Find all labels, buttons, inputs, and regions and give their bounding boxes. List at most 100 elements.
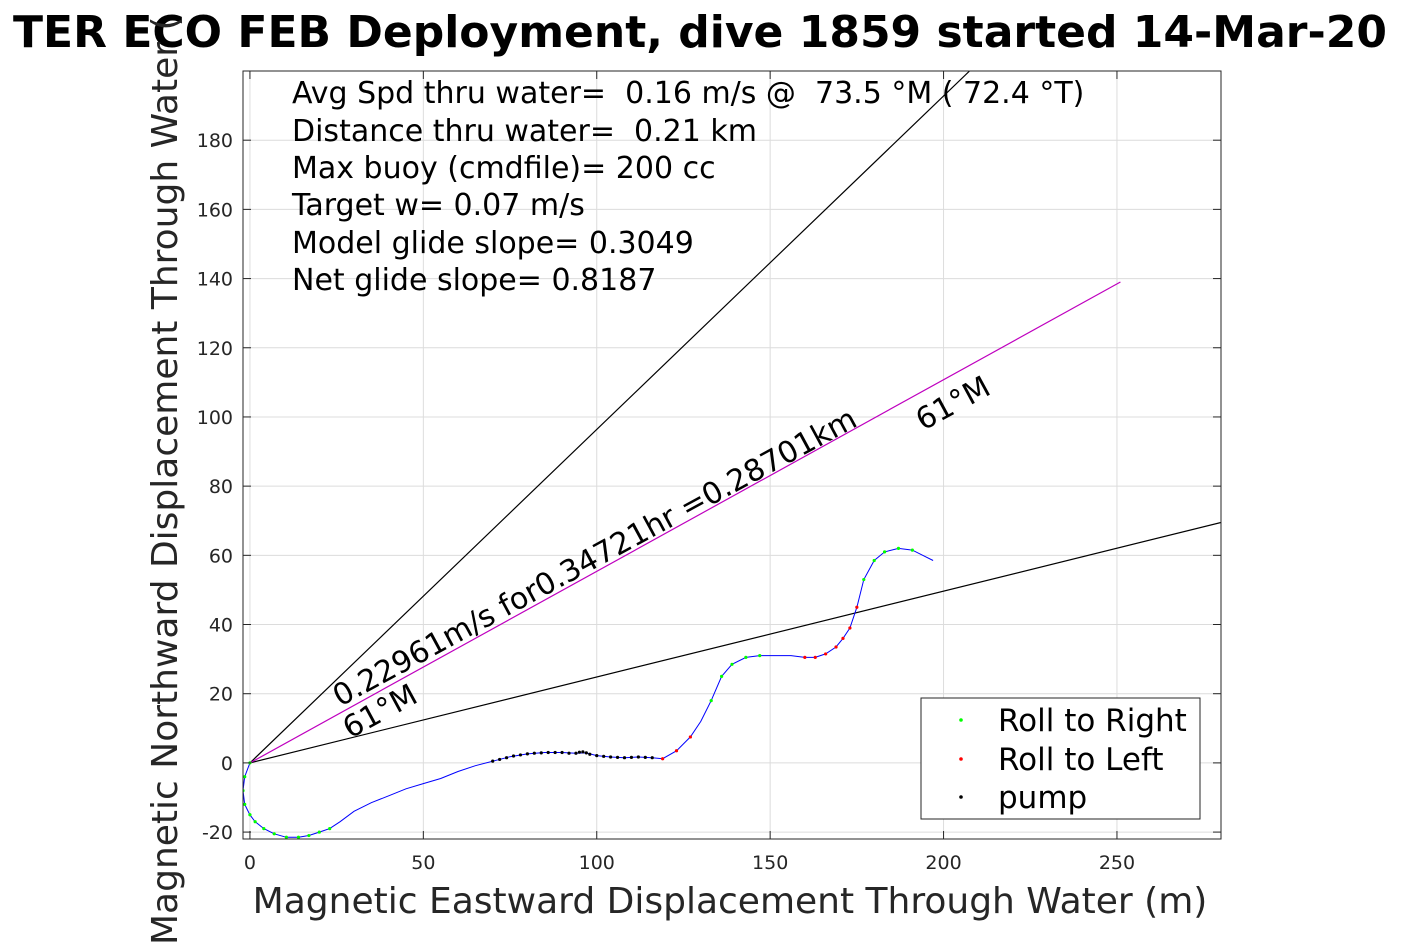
point-roll-to-right — [284, 835, 288, 839]
legend-label-roll-left: Roll to Left — [998, 742, 1164, 778]
point-roll-to-right — [317, 830, 321, 834]
point-pump — [581, 750, 585, 754]
point-pump — [584, 751, 588, 755]
y-tick-label: 120 — [197, 338, 233, 360]
y-tick-label: 60 — [209, 545, 233, 567]
point-pump — [615, 755, 620, 759]
grid-lines — [243, 71, 1221, 839]
legend: Roll to Right Roll to Left pump — [920, 697, 1201, 820]
point-pump — [588, 752, 592, 756]
point-roll-to-right — [243, 802, 247, 807]
point-pump — [629, 755, 634, 759]
point-pump — [602, 754, 606, 758]
point-pump — [504, 756, 509, 760]
chart-title: TER ECO FEB Deployment, dive 1859 starte… — [13, 7, 1387, 58]
y-tick-label: 80 — [209, 476, 233, 498]
x-tick-label: 100 — [579, 852, 615, 874]
point-roll-to-left — [841, 636, 845, 640]
x-tick-label: 150 — [752, 852, 788, 874]
plot-border — [242, 70, 1222, 840]
stat-max-buoy: Max buoy (cmdfile)= 200 cc — [292, 151, 716, 186]
point-pump — [546, 750, 550, 755]
x-axis-label: Magnetic Eastward Displacement Through W… — [253, 881, 1208, 922]
point-pump — [636, 755, 640, 759]
point-roll-to-right — [910, 548, 914, 552]
point-roll-to-left — [848, 626, 852, 630]
y-axis-label: Magnetic Northward Displacement Through … — [145, 16, 186, 945]
x-tick-label: 200 — [925, 852, 961, 874]
line-heading — [249, 281, 1121, 764]
point-pump — [643, 755, 647, 759]
point-roll-to-right — [896, 546, 901, 551]
point-roll-to-right — [307, 833, 311, 838]
point-roll-to-right — [882, 550, 887, 554]
stats-block: Avg Spd thru water= 0.16 m/s @ 73.5 °M (… — [291, 76, 1084, 298]
point-pump — [577, 750, 582, 754]
point-pump — [574, 751, 578, 755]
stat-avg-speed: Avg Spd thru water= 0.16 m/s @ 73.5 °M (… — [292, 76, 1084, 111]
point-pump — [518, 753, 523, 757]
point-roll-to-right — [719, 674, 724, 679]
point-roll-to-right — [296, 835, 301, 839]
y-tick-label: 40 — [209, 615, 233, 637]
point-roll-to-right — [862, 577, 866, 582]
point-roll-to-right — [730, 662, 734, 666]
point-pump — [539, 751, 543, 755]
point-roll-to-left — [834, 645, 838, 649]
point-roll-to-right — [709, 699, 713, 703]
legend-box — [920, 697, 1201, 820]
point-pump — [567, 751, 571, 755]
point-roll-to-right — [272, 832, 276, 836]
y-tick-label: 160 — [197, 199, 233, 221]
point-pump — [560, 750, 564, 755]
stat-model-glide: Model glide slope= 0.3049 — [292, 226, 694, 261]
reference-lines — [249, 71, 1221, 764]
point-pump — [609, 755, 613, 759]
y-tick-label: 0 — [221, 753, 233, 775]
point-pump — [650, 756, 654, 760]
legend-marker-roll-right — [959, 718, 963, 722]
point-roll-to-left — [855, 605, 859, 609]
point-roll-to-right — [758, 654, 762, 658]
axis-ticks: 0 50 100 150 200 250 -20 0 20 40 60 80 100 120 140 160 1… — [197, 71, 1221, 874]
stat-net-glide: Net glide slope= 0.8187 — [292, 263, 656, 298]
point-roll-to-right — [328, 827, 332, 831]
point-roll-to-left — [813, 655, 817, 659]
point-pump — [622, 756, 627, 760]
point-pump — [532, 751, 536, 755]
point-roll-to-left — [661, 757, 665, 761]
point-roll-to-right — [253, 820, 257, 824]
point-pump — [553, 750, 557, 755]
y-tick-label: -20 — [202, 822, 233, 844]
point-pump — [595, 754, 599, 758]
point-roll-to-right — [872, 558, 876, 563]
x-tick-label: 0 — [244, 852, 256, 874]
y-tick-label: 20 — [209, 684, 233, 706]
legend-label-roll-right: Roll to Right — [998, 703, 1187, 739]
point-roll-to-right — [262, 827, 266, 831]
point-roll-to-left — [803, 655, 807, 659]
point-roll-to-left — [688, 735, 692, 739]
x-tick-label: 250 — [1099, 852, 1135, 874]
stat-distance: Distance thru water= 0.21 km — [292, 114, 757, 149]
legend-marker-pump — [959, 795, 963, 799]
y-tick-label: 100 — [197, 407, 233, 429]
stat-target-w: Target w= 0.07 m/s — [291, 188, 585, 223]
point-roll-to-right — [243, 775, 247, 779]
point-roll-to-left — [674, 749, 679, 753]
x-tick-label: 50 — [411, 852, 435, 874]
point-roll-to-right — [744, 655, 748, 659]
line-bound-upper — [249, 71, 970, 764]
point-pump — [511, 754, 516, 758]
point-pump — [491, 759, 495, 763]
point-pump — [498, 757, 502, 762]
y-tick-label: 180 — [197, 130, 233, 152]
event-points — [243, 546, 914, 839]
point-roll-to-right — [248, 813, 252, 817]
line-bound-lower — [249, 521, 1221, 764]
legend-label-pump: pump — [998, 780, 1087, 816]
y-tick-label: 140 — [197, 269, 233, 291]
point-roll-to-left — [824, 652, 828, 656]
point-pump — [525, 752, 529, 756]
